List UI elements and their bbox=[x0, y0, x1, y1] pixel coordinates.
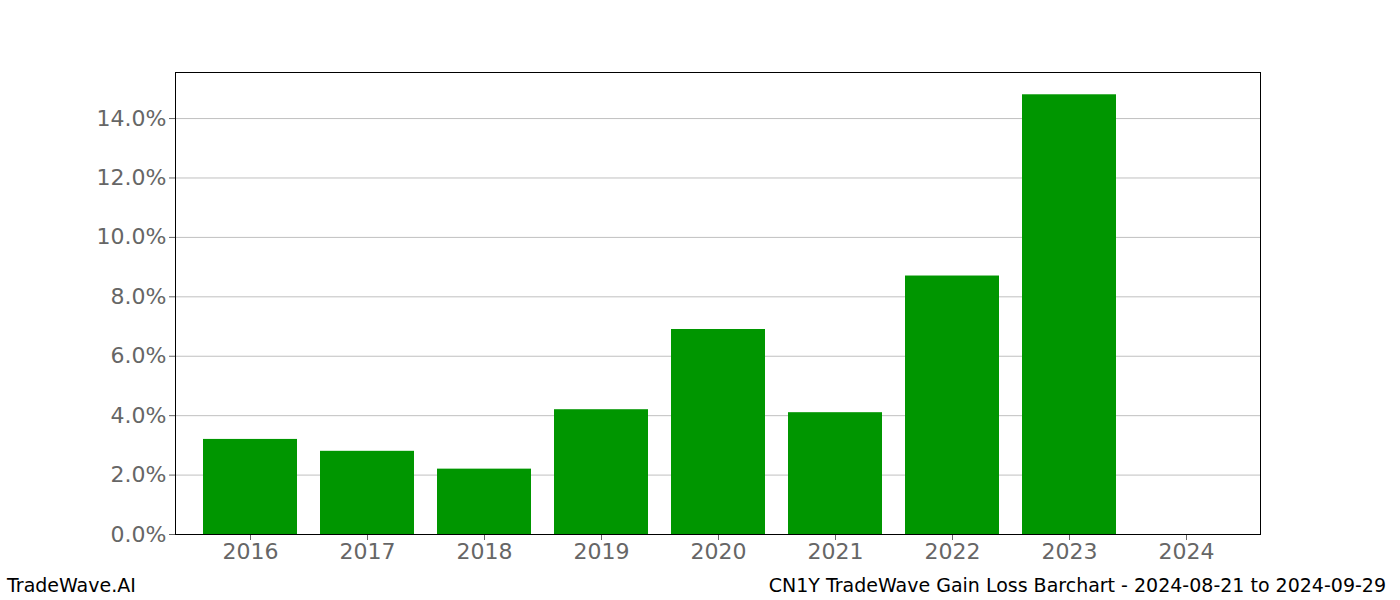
svg-text:2019: 2019 bbox=[574, 539, 630, 564]
svg-text:2021: 2021 bbox=[808, 539, 864, 564]
html-text:CN1Y TradeWave Gain Loss Barch: CN1Y TradeWave Gain Loss Barchart - 2024… bbox=[768, 574, 1386, 596]
svg-text:2016: 2016 bbox=[223, 539, 279, 564]
svg-text:4.0%: 4.0% bbox=[111, 403, 167, 428]
svg-text:2024: 2024 bbox=[1159, 539, 1215, 564]
svg-text:14.0%: 14.0% bbox=[97, 106, 167, 131]
svg-text:2018: 2018 bbox=[457, 539, 513, 564]
svg-text:12.0%: 12.0% bbox=[97, 165, 167, 190]
svg-text:8.0%: 8.0% bbox=[111, 284, 167, 309]
svg-text:2020: 2020 bbox=[691, 539, 747, 564]
svg-text:2.0%: 2.0% bbox=[111, 462, 167, 487]
svg-text:2017: 2017 bbox=[340, 539, 396, 564]
svg-text:0.0%: 0.0% bbox=[111, 522, 167, 547]
svg-text:2023: 2023 bbox=[1042, 539, 1098, 564]
svg-text:10.0%: 10.0% bbox=[97, 224, 167, 249]
html-text:TradeWave.AI: TradeWave.AI bbox=[7, 574, 136, 596]
svg-text:2022: 2022 bbox=[925, 539, 981, 564]
svg-text:6.0%: 6.0% bbox=[111, 343, 167, 368]
